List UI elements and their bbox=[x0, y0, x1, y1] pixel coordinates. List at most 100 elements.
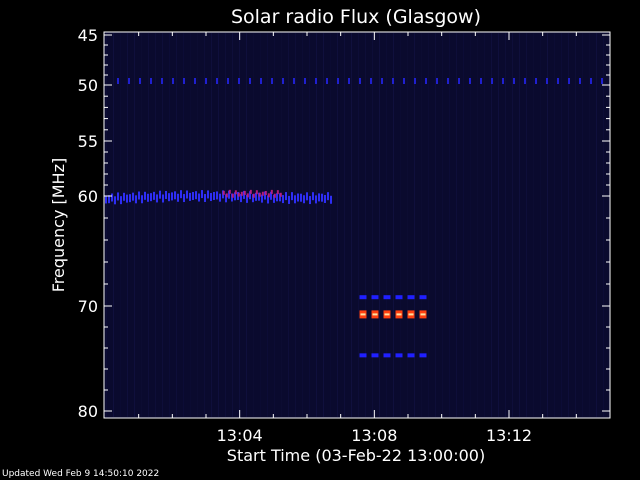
signal-segment bbox=[294, 195, 296, 204]
signal-segment bbox=[207, 190, 209, 199]
signal-dash bbox=[568, 78, 570, 84]
noise-stripe bbox=[414, 33, 415, 417]
signal-segment bbox=[192, 191, 194, 200]
noise-stripe bbox=[162, 33, 163, 417]
signal-segment bbox=[246, 194, 248, 203]
signal-segment bbox=[279, 192, 282, 197]
signal-segment bbox=[171, 192, 173, 201]
signal-segment bbox=[195, 191, 197, 200]
noise-stripe bbox=[533, 33, 534, 417]
noise-stripe bbox=[428, 33, 429, 417]
signal-segment bbox=[234, 192, 236, 201]
noise-stripe bbox=[169, 33, 170, 417]
x-tick-label: 13:08 bbox=[351, 426, 397, 445]
noise-stripe bbox=[274, 33, 275, 417]
signal-segment bbox=[318, 193, 320, 202]
noise-stripe bbox=[330, 33, 331, 417]
signal-dash bbox=[491, 78, 493, 84]
signal-dash bbox=[371, 295, 379, 300]
noise-stripe bbox=[386, 33, 387, 417]
signal-segment bbox=[114, 196, 116, 205]
signal-segment bbox=[156, 194, 158, 203]
noise-stripe bbox=[176, 33, 177, 417]
signal-segment bbox=[129, 194, 131, 203]
signal-segment bbox=[255, 192, 257, 201]
signal-dash bbox=[436, 78, 438, 84]
signal-segment bbox=[243, 190, 245, 199]
signal-segment bbox=[306, 192, 308, 201]
noise-stripe bbox=[253, 33, 254, 417]
noise-stripe bbox=[589, 33, 590, 417]
noise-stripe bbox=[204, 33, 205, 417]
noise-stripe bbox=[316, 33, 317, 417]
signal-segment bbox=[270, 189, 273, 194]
signal-segment bbox=[165, 190, 167, 199]
noise-stripe bbox=[106, 33, 107, 417]
signal-segment bbox=[231, 193, 234, 198]
signal-segment bbox=[240, 194, 242, 203]
signal-dash bbox=[249, 78, 251, 84]
noise-stripe bbox=[372, 33, 373, 417]
signal-dash bbox=[513, 78, 515, 84]
y-tick-label: 50 bbox=[78, 76, 98, 95]
noise-stripe bbox=[141, 33, 142, 417]
signal-segment bbox=[111, 193, 113, 202]
signal-segment bbox=[228, 189, 231, 194]
signal-dash bbox=[383, 353, 391, 358]
signal-dash bbox=[383, 295, 391, 300]
signal-dash bbox=[348, 78, 350, 84]
x-tick-label: 13:12 bbox=[486, 426, 532, 445]
signal-segment bbox=[123, 192, 125, 201]
signal-dash bbox=[371, 353, 379, 358]
signal-dash bbox=[395, 295, 403, 300]
signal-dash bbox=[117, 78, 119, 84]
signal-segment bbox=[309, 196, 311, 205]
noise-stripe bbox=[218, 33, 219, 417]
y-tick-label: 80 bbox=[78, 402, 98, 421]
signal-segment bbox=[264, 191, 267, 196]
signal-segment bbox=[213, 191, 215, 200]
band-60mhz bbox=[105, 190, 332, 205]
signal-segment bbox=[117, 192, 119, 201]
signal-segment bbox=[270, 191, 272, 200]
signal-segment bbox=[204, 193, 206, 202]
noise-stripe bbox=[449, 33, 450, 417]
noise-stripe bbox=[477, 33, 478, 417]
noise-stripe bbox=[295, 33, 296, 417]
signal-segment bbox=[330, 195, 332, 204]
noise-stripe bbox=[344, 33, 345, 417]
y-tick-label: 55 bbox=[78, 132, 98, 151]
signal-segment bbox=[249, 189, 252, 194]
noise-stripe bbox=[561, 33, 562, 417]
band-60mhz-intense bbox=[222, 189, 282, 198]
signal-segment bbox=[261, 194, 263, 203]
signal-segment bbox=[141, 195, 143, 204]
signal-segment bbox=[240, 191, 243, 196]
signal-dash bbox=[480, 78, 482, 84]
noise-stripe bbox=[127, 33, 128, 417]
signal-segment bbox=[162, 194, 164, 203]
signal-segment bbox=[249, 191, 251, 200]
signal-dash bbox=[128, 78, 130, 84]
band-74mhz bbox=[359, 353, 427, 358]
signal-dash bbox=[205, 78, 207, 84]
signal-segment bbox=[264, 191, 266, 200]
noise-stripe bbox=[568, 33, 569, 417]
plot-frame bbox=[103, 31, 611, 419]
signal-segment bbox=[105, 195, 107, 204]
signal-dash bbox=[282, 78, 284, 84]
signal-segment bbox=[234, 190, 237, 195]
signal-core bbox=[420, 313, 426, 316]
signal-dash bbox=[524, 78, 526, 84]
signal-dash bbox=[183, 78, 185, 84]
noise-stripe bbox=[596, 33, 597, 417]
signal-dash bbox=[535, 78, 537, 84]
signal-segment bbox=[279, 193, 281, 202]
signal-segment bbox=[183, 194, 185, 203]
signal-dash bbox=[590, 78, 592, 84]
noise-stripe bbox=[323, 33, 324, 417]
signal-segment bbox=[324, 194, 326, 203]
signal-segment bbox=[255, 190, 258, 195]
noise-stripe bbox=[337, 33, 338, 417]
